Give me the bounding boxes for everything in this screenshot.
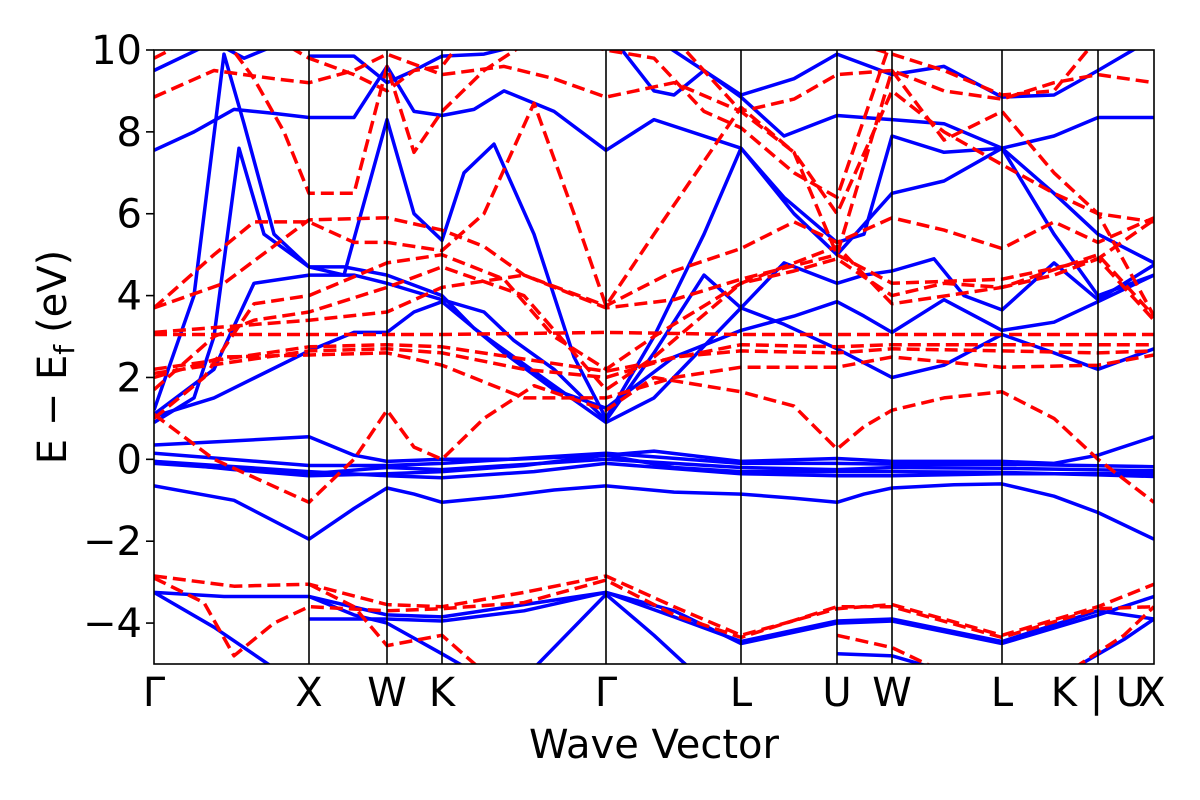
kpoint-label-9: K | U	[1051, 670, 1145, 716]
solid-band-15	[154, 590, 1154, 646]
solid-band-14	[669, 50, 1137, 99]
plot-frame	[153, 49, 1155, 665]
y-tick-label-2: 6	[117, 192, 142, 238]
dashed-band-series	[154, 50, 1154, 664]
solid-band-8	[154, 146, 1154, 425]
kpoint-label-7: W	[872, 670, 912, 716]
dashed-band-0	[154, 574, 1154, 638]
solid-band-2	[154, 457, 1154, 476]
y-axis-label: E − Ef (eV)	[30, 250, 81, 465]
bands-layer	[154, 50, 1154, 664]
dashed-band-19	[598, 50, 890, 200]
y-tick-label-4: 2	[117, 355, 142, 401]
dashed-band-5	[154, 375, 1154, 505]
solid-band-0	[154, 482, 1154, 541]
kpoint-label-8: L	[991, 670, 1014, 716]
kpoint-label-10: X	[1138, 670, 1165, 716]
y-tick-label-1: 8	[117, 110, 142, 156]
dashed-band-14	[154, 244, 1154, 392]
dashed-band-8	[154, 342, 1154, 374]
y-axis-label-sub: f	[48, 344, 81, 355]
solid-band-16	[154, 590, 272, 664]
y-axis-label-main: E − E	[30, 355, 76, 465]
dashed-band-21	[872, 50, 1091, 97]
x-axis-label: Wave Vector	[529, 722, 780, 768]
y-tick-label-0: 10	[91, 28, 142, 74]
solid-band-11	[154, 50, 269, 73]
dashed-band-6	[154, 351, 1154, 400]
y-tick-label-7: −4	[83, 601, 142, 647]
y-tick-label-5: 0	[117, 437, 142, 483]
dashed-band-15	[154, 52, 1154, 114]
kpoint-label-6: U	[822, 670, 851, 716]
kpoint-label-4: Γ	[595, 670, 618, 716]
solid-band-10	[154, 64, 1154, 265]
dashed-band-11	[154, 216, 1154, 310]
kpoint-label-1: X	[295, 670, 322, 716]
dashed-band-17	[230, 50, 519, 196]
solid-band-9	[154, 52, 1154, 421]
kpoint-label-0: Γ	[143, 670, 166, 716]
kpoint-label-3: K	[429, 670, 457, 716]
solid-band-12	[309, 50, 508, 85]
kpoint-lines	[308, 50, 1099, 664]
y-tick-label-6: −2	[83, 519, 142, 565]
dashed-band-4	[1077, 605, 1154, 664]
y-tick-label-3: 4	[117, 274, 142, 320]
dashed-band-16	[154, 50, 174, 60]
kpoint-label-2: W	[367, 670, 407, 716]
dashed-band-20	[682, 50, 1154, 224]
dashed-band-9	[154, 330, 1154, 337]
kpoint-label-5: L	[730, 670, 753, 716]
solid-band-19	[535, 592, 688, 664]
y-axis-label-unit: (eV)	[30, 250, 76, 333]
solid-band-17	[309, 590, 1154, 644]
y-axis-ticks: 10 8 6 4 2 0 −2 −4	[83, 28, 154, 647]
solid-band-4	[154, 435, 1154, 466]
dashed-band-1	[154, 576, 1154, 658]
